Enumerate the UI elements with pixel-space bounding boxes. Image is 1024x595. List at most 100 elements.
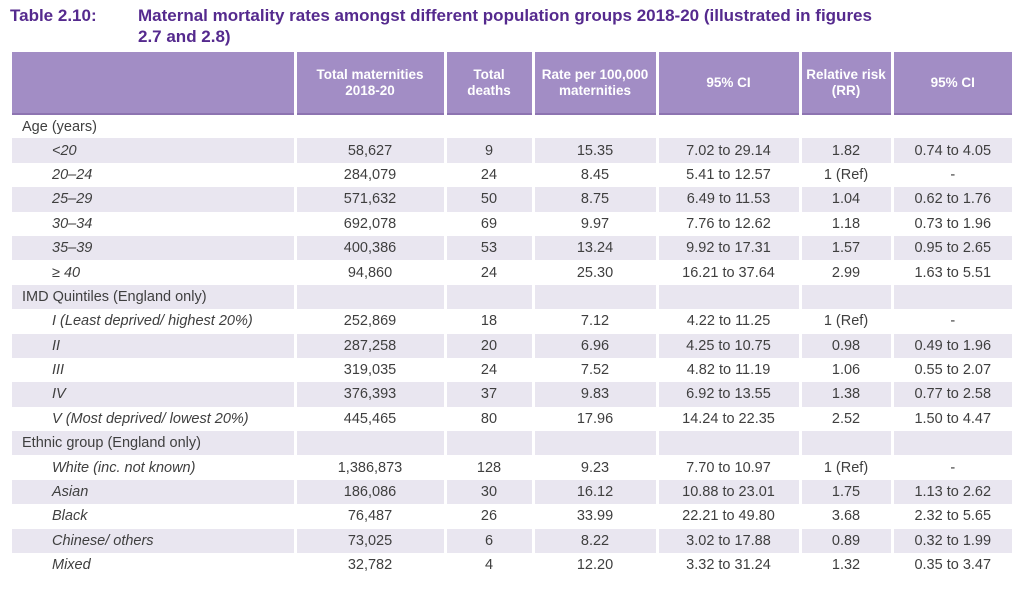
cell-3: 9.92 to 17.31 — [655, 235, 800, 261]
cell-1: 80 — [443, 406, 533, 432]
cell-0: 400,386 — [293, 235, 445, 261]
row-label: I (Least deprived/ highest 20%) — [12, 309, 295, 334]
section-header-row-1: IMD Quintiles (England only) — [12, 284, 1012, 310]
cell-2: 8.45 — [531, 162, 657, 188]
cell-0: 186,086 — [293, 479, 445, 505]
cell-2: 9.97 — [531, 211, 657, 236]
cell-3: 6.92 to 13.55 — [655, 382, 800, 407]
cell-0: 571,632 — [293, 187, 445, 212]
cell-3: 6.49 to 11.53 — [655, 187, 800, 212]
table-row: White (inc. not known) 1,386,873 128 9.23 7.… — [12, 455, 1012, 480]
cell-2: 25.30 — [531, 260, 657, 285]
cell-1: 4 — [443, 553, 533, 578]
cell-0: 32,782 — [293, 553, 445, 578]
table-row: 20–24 284,079 24 8.45 5.41 to 12.57 1 (Ref) - — [12, 162, 1012, 188]
cell-1: 128 — [443, 455, 533, 480]
row-label: <20 — [12, 138, 295, 163]
cell-2: 8.22 — [531, 528, 657, 554]
row-label: IV — [12, 382, 295, 407]
cell-2: 7.52 — [531, 357, 657, 383]
table-row: Chinese/ others 73,025 6 8.22 3.02 to 17.88 0… — [12, 528, 1012, 554]
cell-4: 3.68 — [798, 504, 892, 529]
empty-cell — [655, 114, 800, 139]
cell-2: 17.96 — [531, 406, 657, 432]
cell-2: 6.96 — [531, 333, 657, 358]
empty-cell — [531, 114, 657, 139]
cell-0: 94,860 — [293, 260, 445, 285]
cell-5: 0.74 to 4.05 — [890, 138, 1012, 163]
cell-1: 20 — [443, 333, 533, 358]
row-label: Asian — [12, 479, 295, 505]
cell-1: 30 — [443, 479, 533, 505]
table-row: 30–34 692,078 69 9.97 7.76 to 12.62 1.18 0.73 … — [12, 211, 1012, 236]
empty-cell — [798, 284, 892, 310]
empty-cell — [293, 114, 445, 139]
cell-4: 1 (Ref) — [798, 455, 892, 480]
table-row: 25–29 571,632 50 8.75 6.49 to 11.53 1.04 0.62 … — [12, 187, 1012, 212]
cell-1: 6 — [443, 528, 533, 554]
cell-4: 1 (Ref) — [798, 309, 892, 334]
cell-5: 0.73 to 1.96 — [890, 211, 1012, 236]
cell-5: 1.50 to 4.47 — [890, 406, 1012, 432]
cell-2: 12.20 — [531, 553, 657, 578]
cell-5: 0.55 to 2.07 — [890, 357, 1012, 383]
cell-4: 1.06 — [798, 357, 892, 383]
empty-cell — [443, 284, 533, 310]
cell-4: 0.98 — [798, 333, 892, 358]
table-row: IV 376,393 37 9.83 6.92 to 13.55 1.38 0.77 to … — [12, 382, 1012, 407]
empty-cell — [655, 284, 800, 310]
table-row: I (Least deprived/ highest 20%) 252,869 18… — [12, 309, 1012, 334]
cell-4: 1.57 — [798, 235, 892, 261]
cell-0: 287,258 — [293, 333, 445, 358]
cell-0: 73,025 — [293, 528, 445, 554]
cell-0: 284,079 — [293, 162, 445, 188]
empty-cell — [798, 431, 892, 456]
table-row: ≥ 40 94,860 24 25.30 16.21 to 37.64 2.99 1.63 … — [12, 260, 1012, 285]
cell-3: 10.88 to 23.01 — [655, 479, 800, 505]
empty-cell — [443, 431, 533, 456]
column-header-5: Relative risk (RR) — [798, 52, 892, 115]
table-number: Table 2.10: — [10, 6, 97, 25]
empty-cell — [443, 114, 533, 139]
row-label: 25–29 — [12, 187, 295, 212]
section-header-label: Ethnic group (England only) — [12, 431, 295, 456]
cell-0: 1,386,873 — [293, 455, 445, 480]
cell-5: 2.32 to 5.65 — [890, 504, 1012, 529]
column-header-0 — [12, 52, 295, 115]
table-row: <20 58,627 9 15.35 7.02 to 29.14 1.82 0.74 to … — [12, 138, 1012, 163]
row-label: Chinese/ others — [12, 528, 295, 554]
row-label: 35–39 — [12, 235, 295, 261]
table-caption-line1: Maternal mortality rates amongst differe… — [138, 6, 872, 25]
cell-2: 15.35 — [531, 138, 657, 163]
table-row: III 319,035 24 7.52 4.82 to 11.19 1.06 0.55 to… — [12, 357, 1012, 383]
table-body: Age (years) <20 58,627 9 15.35 7.02 to 29.14 1… — [12, 114, 1012, 578]
cell-5: 1.63 to 5.51 — [890, 260, 1012, 285]
cell-4: 2.52 — [798, 406, 892, 432]
cell-4: 1.18 — [798, 211, 892, 236]
empty-cell — [798, 114, 892, 139]
table-row: Black 76,487 26 33.99 22.21 to 49.80 3.68 2.32… — [12, 504, 1012, 529]
column-header-2: Total deaths — [443, 52, 533, 115]
cell-0: 76,487 — [293, 504, 445, 529]
cell-3: 22.21 to 49.80 — [655, 504, 800, 529]
section-header-label: Age (years) — [12, 114, 295, 139]
empty-cell — [890, 431, 1012, 456]
cell-2: 9.83 — [531, 382, 657, 407]
cell-5: 0.77 to 2.58 — [890, 382, 1012, 407]
cell-0: 319,035 — [293, 357, 445, 383]
cell-2: 7.12 — [531, 309, 657, 334]
cell-2: 8.75 — [531, 187, 657, 212]
cell-3: 4.22 to 11.25 — [655, 309, 800, 334]
table-row: Mixed 32,782 4 12.20 3.32 to 31.24 1.32 0.35 t… — [12, 553, 1012, 578]
empty-cell — [531, 431, 657, 456]
table-caption: Maternal mortality rates amongst differe… — [138, 5, 1014, 47]
empty-cell — [655, 431, 800, 456]
cell-1: 9 — [443, 138, 533, 163]
table-row: Asian 186,086 30 16.12 10.88 to 23.01 1.75 1.1… — [12, 479, 1012, 505]
cell-2: 33.99 — [531, 504, 657, 529]
cell-4: 1 (Ref) — [798, 162, 892, 188]
cell-1: 69 — [443, 211, 533, 236]
header-row: Total maternities 2018-20 Total deaths Rat… — [12, 52, 1012, 115]
cell-5: 1.13 to 2.62 — [890, 479, 1012, 505]
cell-2: 16.12 — [531, 479, 657, 505]
